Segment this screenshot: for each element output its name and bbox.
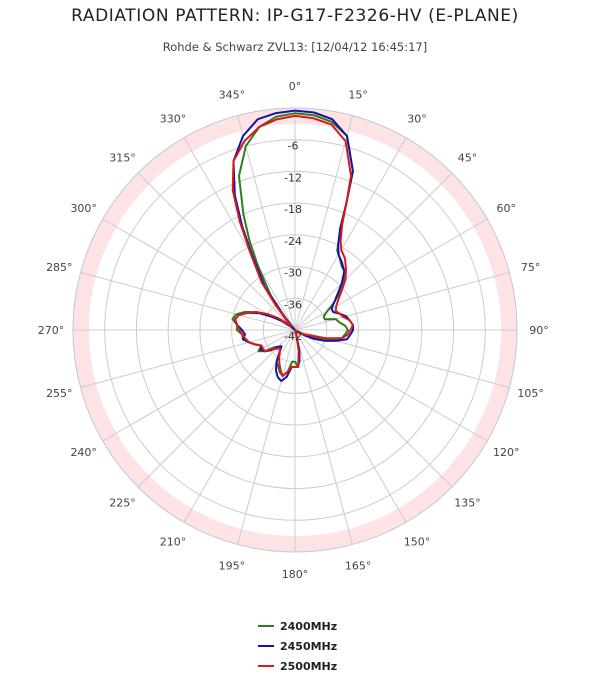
legend-item-2450[interactable]: 2450MHz	[258, 636, 337, 656]
angle-tick-label: 315°	[109, 151, 136, 164]
angle-tick-label: 45°	[458, 151, 478, 164]
radial-tick-label: -36	[284, 298, 302, 311]
grid-spoke	[295, 330, 352, 544]
legend-label-2500: 2500MHz	[280, 660, 337, 673]
legend-swatch-2500	[258, 665, 274, 667]
angle-tick-label: 150°	[404, 535, 431, 548]
angle-tick-label: 165°	[345, 560, 372, 573]
angle-tick-label: 210°	[160, 535, 187, 548]
radial-tick-label: -42	[284, 330, 302, 343]
radial-tick-label: -6	[288, 140, 299, 153]
grid-spoke	[295, 330, 406, 522]
grid-spoke	[238, 330, 295, 544]
angle-tick-label: 0°	[289, 80, 302, 93]
grid-spoke	[103, 330, 295, 441]
angle-tick-label: 60°	[497, 202, 517, 215]
angle-tick-label: 330°	[160, 113, 187, 126]
radial-tick-label: -18	[284, 203, 302, 216]
legend-item-2400[interactable]: 2400MHz	[258, 616, 337, 636]
grid-spoke	[295, 219, 487, 330]
angle-tick-label: 195°	[219, 560, 246, 573]
legend-item-2500[interactable]: 2500MHz	[258, 656, 337, 676]
angle-tick-label: 225°	[109, 497, 136, 510]
legend: 2400MHz 2450MHz 2500MHz	[258, 616, 337, 676]
angle-tick-label: 270°	[38, 324, 65, 337]
grid-spoke	[81, 330, 295, 387]
angle-tick-label: 345°	[219, 88, 246, 101]
angle-tick-label: 285°	[46, 261, 73, 274]
legend-label-2400: 2400MHz	[280, 620, 337, 633]
angle-tick-label: 300°	[70, 202, 97, 215]
grid-spoke	[184, 138, 295, 330]
legend-swatch-2450	[258, 645, 274, 647]
radial-tick-label: -24	[284, 235, 302, 248]
angle-tick-label: 30°	[407, 113, 427, 126]
radial-tick-label: -12	[284, 171, 302, 184]
grid-spoke	[295, 116, 352, 330]
angle-tick-label: 135°	[454, 497, 481, 510]
legend-swatch-2400	[258, 625, 274, 627]
radial-tick-label: -30	[284, 267, 302, 280]
grid-spoke	[295, 173, 452, 330]
angle-tick-label: 255°	[46, 387, 73, 400]
angle-tick-label: 180°	[282, 568, 309, 581]
grid-spoke	[138, 330, 295, 487]
grid-spoke	[295, 330, 452, 487]
legend-label-2450: 2450MHz	[280, 640, 337, 653]
grid-spoke	[295, 273, 509, 330]
angle-tick-label: 75°	[521, 261, 541, 274]
angle-tick-label: 105°	[517, 387, 544, 400]
angle-tick-label: 90°	[529, 324, 549, 337]
grid-spoke	[295, 330, 487, 441]
angle-tick-label: 240°	[70, 446, 97, 459]
grid-spoke	[138, 173, 295, 330]
angle-tick-label: 120°	[493, 446, 520, 459]
angle-tick-label: 15°	[348, 88, 368, 101]
